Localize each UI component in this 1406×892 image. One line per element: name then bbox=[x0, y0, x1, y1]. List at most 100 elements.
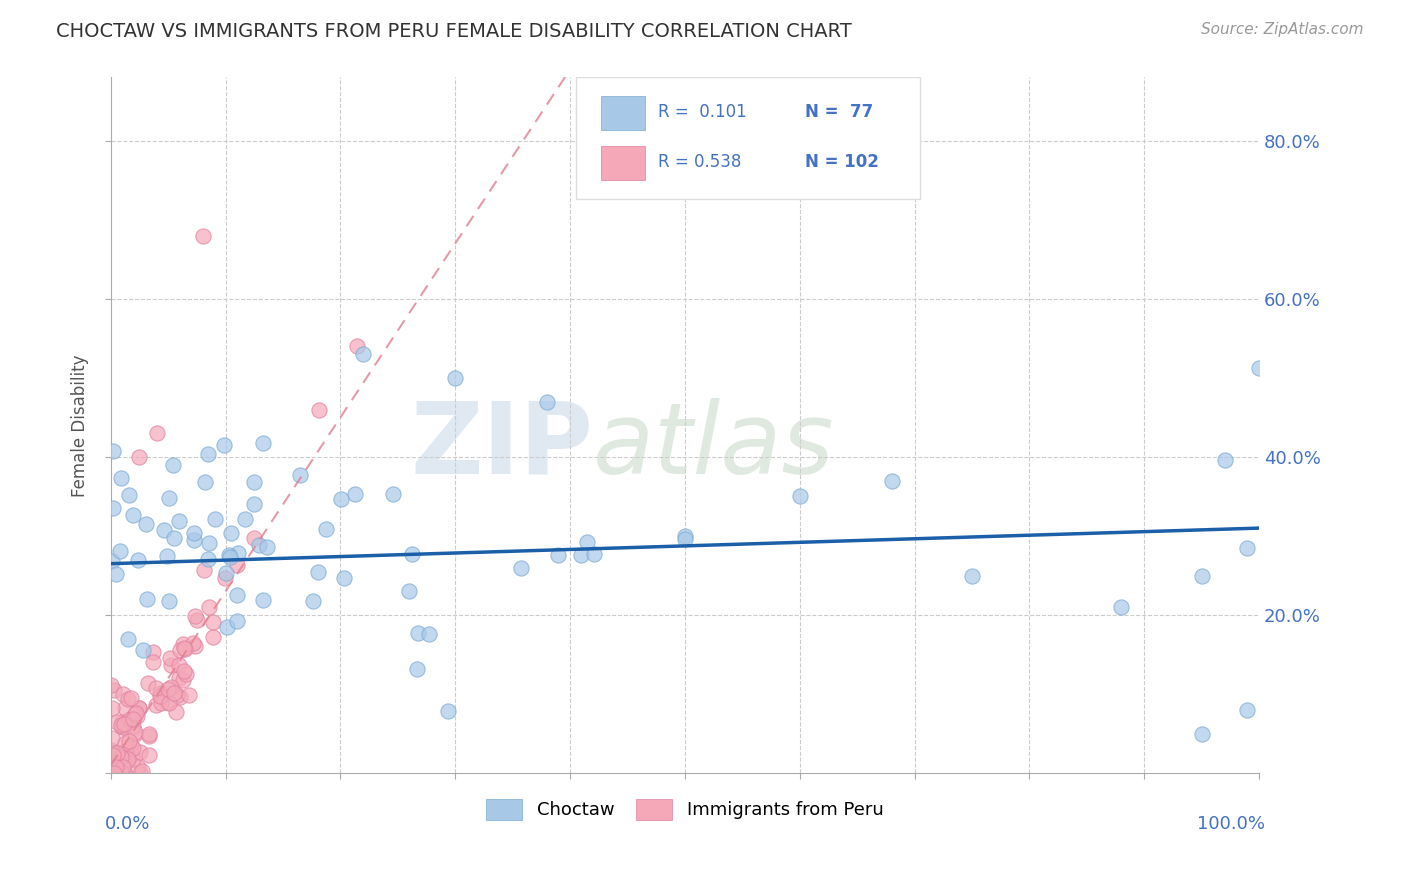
Text: R =  0.101: R = 0.101 bbox=[658, 103, 747, 121]
Point bbox=[117, 752, 139, 766]
Point bbox=[398, 583, 420, 598]
Point bbox=[288, 467, 311, 482]
Point bbox=[111, 720, 134, 734]
FancyBboxPatch shape bbox=[576, 78, 921, 199]
Point bbox=[169, 643, 191, 657]
Point bbox=[128, 766, 150, 780]
Point bbox=[110, 766, 132, 780]
Point bbox=[1191, 726, 1213, 740]
Point bbox=[127, 552, 149, 566]
Point bbox=[142, 644, 165, 658]
Point bbox=[121, 747, 143, 762]
Point bbox=[198, 599, 221, 614]
Point bbox=[110, 717, 132, 731]
Point bbox=[165, 705, 187, 719]
Bar bbox=[600, 146, 645, 179]
Point bbox=[308, 403, 330, 417]
Point bbox=[104, 566, 127, 581]
Point bbox=[145, 681, 167, 695]
Point bbox=[382, 486, 405, 500]
Point bbox=[100, 554, 122, 568]
Point bbox=[103, 444, 125, 458]
Point bbox=[101, 500, 124, 515]
Point bbox=[194, 475, 217, 489]
Point bbox=[111, 766, 134, 780]
Text: N = 102: N = 102 bbox=[806, 153, 879, 171]
Point bbox=[103, 766, 125, 780]
Point bbox=[104, 760, 127, 774]
Point bbox=[302, 594, 325, 608]
Point bbox=[172, 637, 194, 651]
Point bbox=[437, 704, 460, 718]
Text: 100.0%: 100.0% bbox=[1197, 815, 1265, 833]
Point bbox=[145, 426, 167, 441]
Point bbox=[243, 531, 266, 545]
Text: 0.0%: 0.0% bbox=[105, 815, 150, 833]
Point bbox=[167, 657, 190, 672]
Point bbox=[215, 566, 238, 581]
Point bbox=[100, 764, 122, 779]
Point bbox=[202, 630, 225, 644]
Point bbox=[124, 707, 146, 722]
Point bbox=[136, 675, 159, 690]
Point bbox=[333, 571, 356, 585]
Point bbox=[142, 655, 165, 669]
Point bbox=[204, 512, 226, 526]
Legend: Choctaw, Immigrants from Peru: Choctaw, Immigrants from Peru bbox=[479, 791, 890, 827]
Point bbox=[218, 548, 240, 562]
Point bbox=[125, 706, 148, 720]
Point bbox=[1191, 568, 1213, 582]
Point bbox=[569, 548, 592, 562]
Point bbox=[1213, 453, 1236, 467]
Point bbox=[121, 752, 143, 766]
Point bbox=[163, 686, 186, 700]
Point bbox=[138, 748, 160, 763]
Point bbox=[343, 487, 366, 501]
Text: R = 0.538: R = 0.538 bbox=[658, 153, 742, 171]
Point bbox=[125, 709, 148, 723]
Point bbox=[510, 561, 533, 575]
Point bbox=[406, 662, 429, 676]
Point bbox=[673, 529, 696, 543]
Point bbox=[150, 696, 173, 710]
Point bbox=[444, 371, 467, 385]
Point bbox=[118, 734, 141, 748]
Text: ZIP: ZIP bbox=[411, 398, 593, 495]
Point bbox=[1247, 360, 1270, 375]
Point bbox=[138, 727, 160, 741]
Point bbox=[112, 766, 135, 780]
Point bbox=[156, 681, 179, 696]
Point bbox=[156, 695, 179, 709]
Point bbox=[673, 532, 696, 546]
Point bbox=[193, 563, 215, 577]
Point bbox=[135, 516, 157, 531]
Point bbox=[789, 490, 811, 504]
Point bbox=[174, 666, 197, 681]
Point bbox=[128, 745, 150, 759]
Bar bbox=[600, 96, 645, 129]
Point bbox=[243, 497, 266, 511]
Point bbox=[121, 741, 143, 756]
Point bbox=[132, 642, 155, 657]
Point bbox=[150, 687, 173, 701]
Point bbox=[198, 536, 221, 550]
Point bbox=[202, 615, 225, 629]
Point bbox=[226, 614, 249, 628]
Point bbox=[124, 724, 146, 739]
Point bbox=[167, 671, 190, 685]
Point bbox=[191, 228, 214, 243]
Point bbox=[124, 711, 146, 725]
Point bbox=[128, 450, 150, 464]
Point bbox=[880, 474, 903, 488]
Point bbox=[150, 690, 173, 704]
Point bbox=[149, 689, 172, 703]
Point bbox=[100, 678, 122, 692]
Point bbox=[117, 632, 139, 647]
Point bbox=[112, 717, 135, 731]
Point bbox=[128, 701, 150, 715]
Point bbox=[101, 701, 124, 715]
Point bbox=[100, 743, 122, 757]
Point bbox=[181, 636, 204, 650]
Point bbox=[118, 488, 141, 502]
Point bbox=[114, 736, 136, 750]
